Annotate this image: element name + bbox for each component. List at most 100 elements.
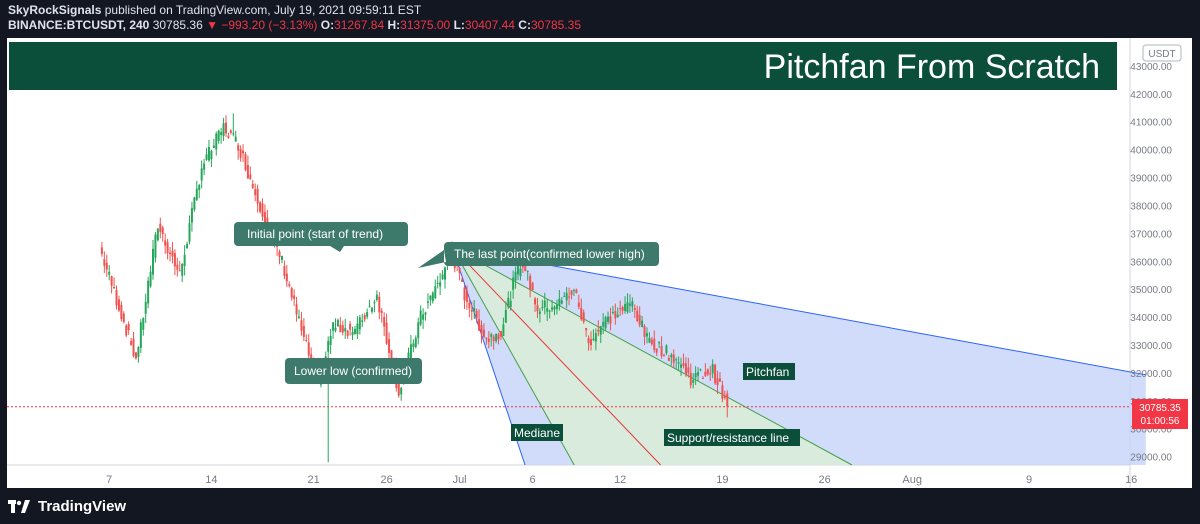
candle-body [159,223,162,232]
candle-body [108,271,111,275]
candle-body [327,341,330,352]
candle-body [609,316,612,324]
candle-body [492,336,495,341]
mediane-tag[interactable] [511,424,563,441]
candle-body [397,381,400,396]
initial-point-callout[interactable] [234,222,408,252]
candle-body [407,352,410,363]
candle-body [529,275,532,290]
candle-body [465,290,468,302]
candle-body [502,324,505,336]
candle-body [645,333,648,337]
candle-body [638,314,641,325]
price-tick-label: 32000.00 [1130,369,1172,380]
candle-body [346,330,349,336]
pitchfan-support-resistance-line[interactable] [452,246,853,466]
candle-body [558,298,561,306]
candle-body [215,133,218,150]
candle-body [176,264,179,270]
candle-body [619,308,622,310]
candle-body [378,296,381,313]
candle-body [626,302,629,312]
candle-body [663,354,665,356]
footer-brand[interactable]: TradingView [8,498,126,515]
candle-body [709,373,712,375]
price-change: ▼ −993.20 (−3.13%) [206,18,318,32]
countdown-value: 01:00:56 [1141,416,1180,427]
time-tick-label: 16 [1125,474,1137,486]
candle-body [288,284,291,286]
candle-body [334,327,337,331]
candle-body [161,227,164,235]
pitchfan-tag[interactable] [743,363,795,380]
candle-body [115,290,118,306]
pitchfan-layer[interactable] [7,246,1146,466]
candle-body [266,217,269,225]
last-point-callout[interactable] [418,242,659,268]
currency-label: USDT [1148,49,1175,60]
candle-body [239,148,242,158]
candle-body [444,267,446,280]
pitchfan-median-line[interactable] [451,246,661,466]
candle-body [169,252,172,255]
candle-body [122,313,125,322]
initial-point-label: Initial point (start of trend) [247,227,383,241]
time-tick-label: 6 [530,474,536,486]
candle-body [628,303,631,306]
candle-body [607,316,610,322]
candle-body [181,263,184,276]
price-tick-label: 38000.00 [1130,201,1172,212]
candle-body [142,318,145,330]
candle-body [164,240,167,246]
price-tick-label: 29000.00 [1130,453,1172,464]
candle-body [117,299,120,311]
candle-body [207,146,210,161]
candle-body [110,276,113,286]
candle-body [655,348,658,353]
mediane-label: Mediane [514,426,560,440]
time-tick-label: Jul [453,474,467,486]
pitchfan-upper-line[interactable] [452,246,1146,376]
candle-body [665,345,668,354]
candle-body [704,371,707,376]
time-axis[interactable]: 7 14 21 26 Jul 6 12 19 26 Aug 9 16 [106,474,1137,486]
lower-low-callout[interactable] [285,358,422,384]
candle-body [689,372,692,386]
candle-body [254,189,257,196]
candle-body [305,339,308,341]
candle-body [551,307,554,310]
candle-body [480,324,483,335]
candle-body [436,283,439,285]
candle-body [694,373,697,378]
candle-body [244,153,247,170]
candle-body [429,295,432,300]
candle-body [280,255,283,260]
ohlc-line: BINANCE:BTCUSDT, 240 30785.36 ▼ −993.20 … [8,18,581,32]
candle-body [203,163,206,170]
candle-body [137,347,140,357]
candle-body [504,310,507,323]
candle-body [536,305,539,312]
time-tick-label: 26 [380,474,392,486]
candle-body [307,342,310,356]
publisher-name: SkyRockSignals [8,3,102,17]
price-tick-label: 35000.00 [1130,285,1172,296]
currency-badge[interactable] [1142,44,1182,62]
open-value: 31267.84 [334,18,385,32]
candle-body [261,203,264,217]
candle-body [198,185,201,190]
last-point-label: The last point(confirmed lower high) [454,247,645,261]
candle-body [149,271,152,287]
candle-body [349,323,352,330]
time-tick-label: 7 [106,474,112,486]
candle-body [383,316,386,327]
support-resistance-tag[interactable] [664,429,800,446]
title-banner [9,42,1117,90]
candle-body [173,253,176,267]
candle-body [482,329,485,338]
candle-body [100,247,103,254]
candle-body [351,331,354,336]
candle-body [186,244,189,249]
candle-body [699,369,702,371]
